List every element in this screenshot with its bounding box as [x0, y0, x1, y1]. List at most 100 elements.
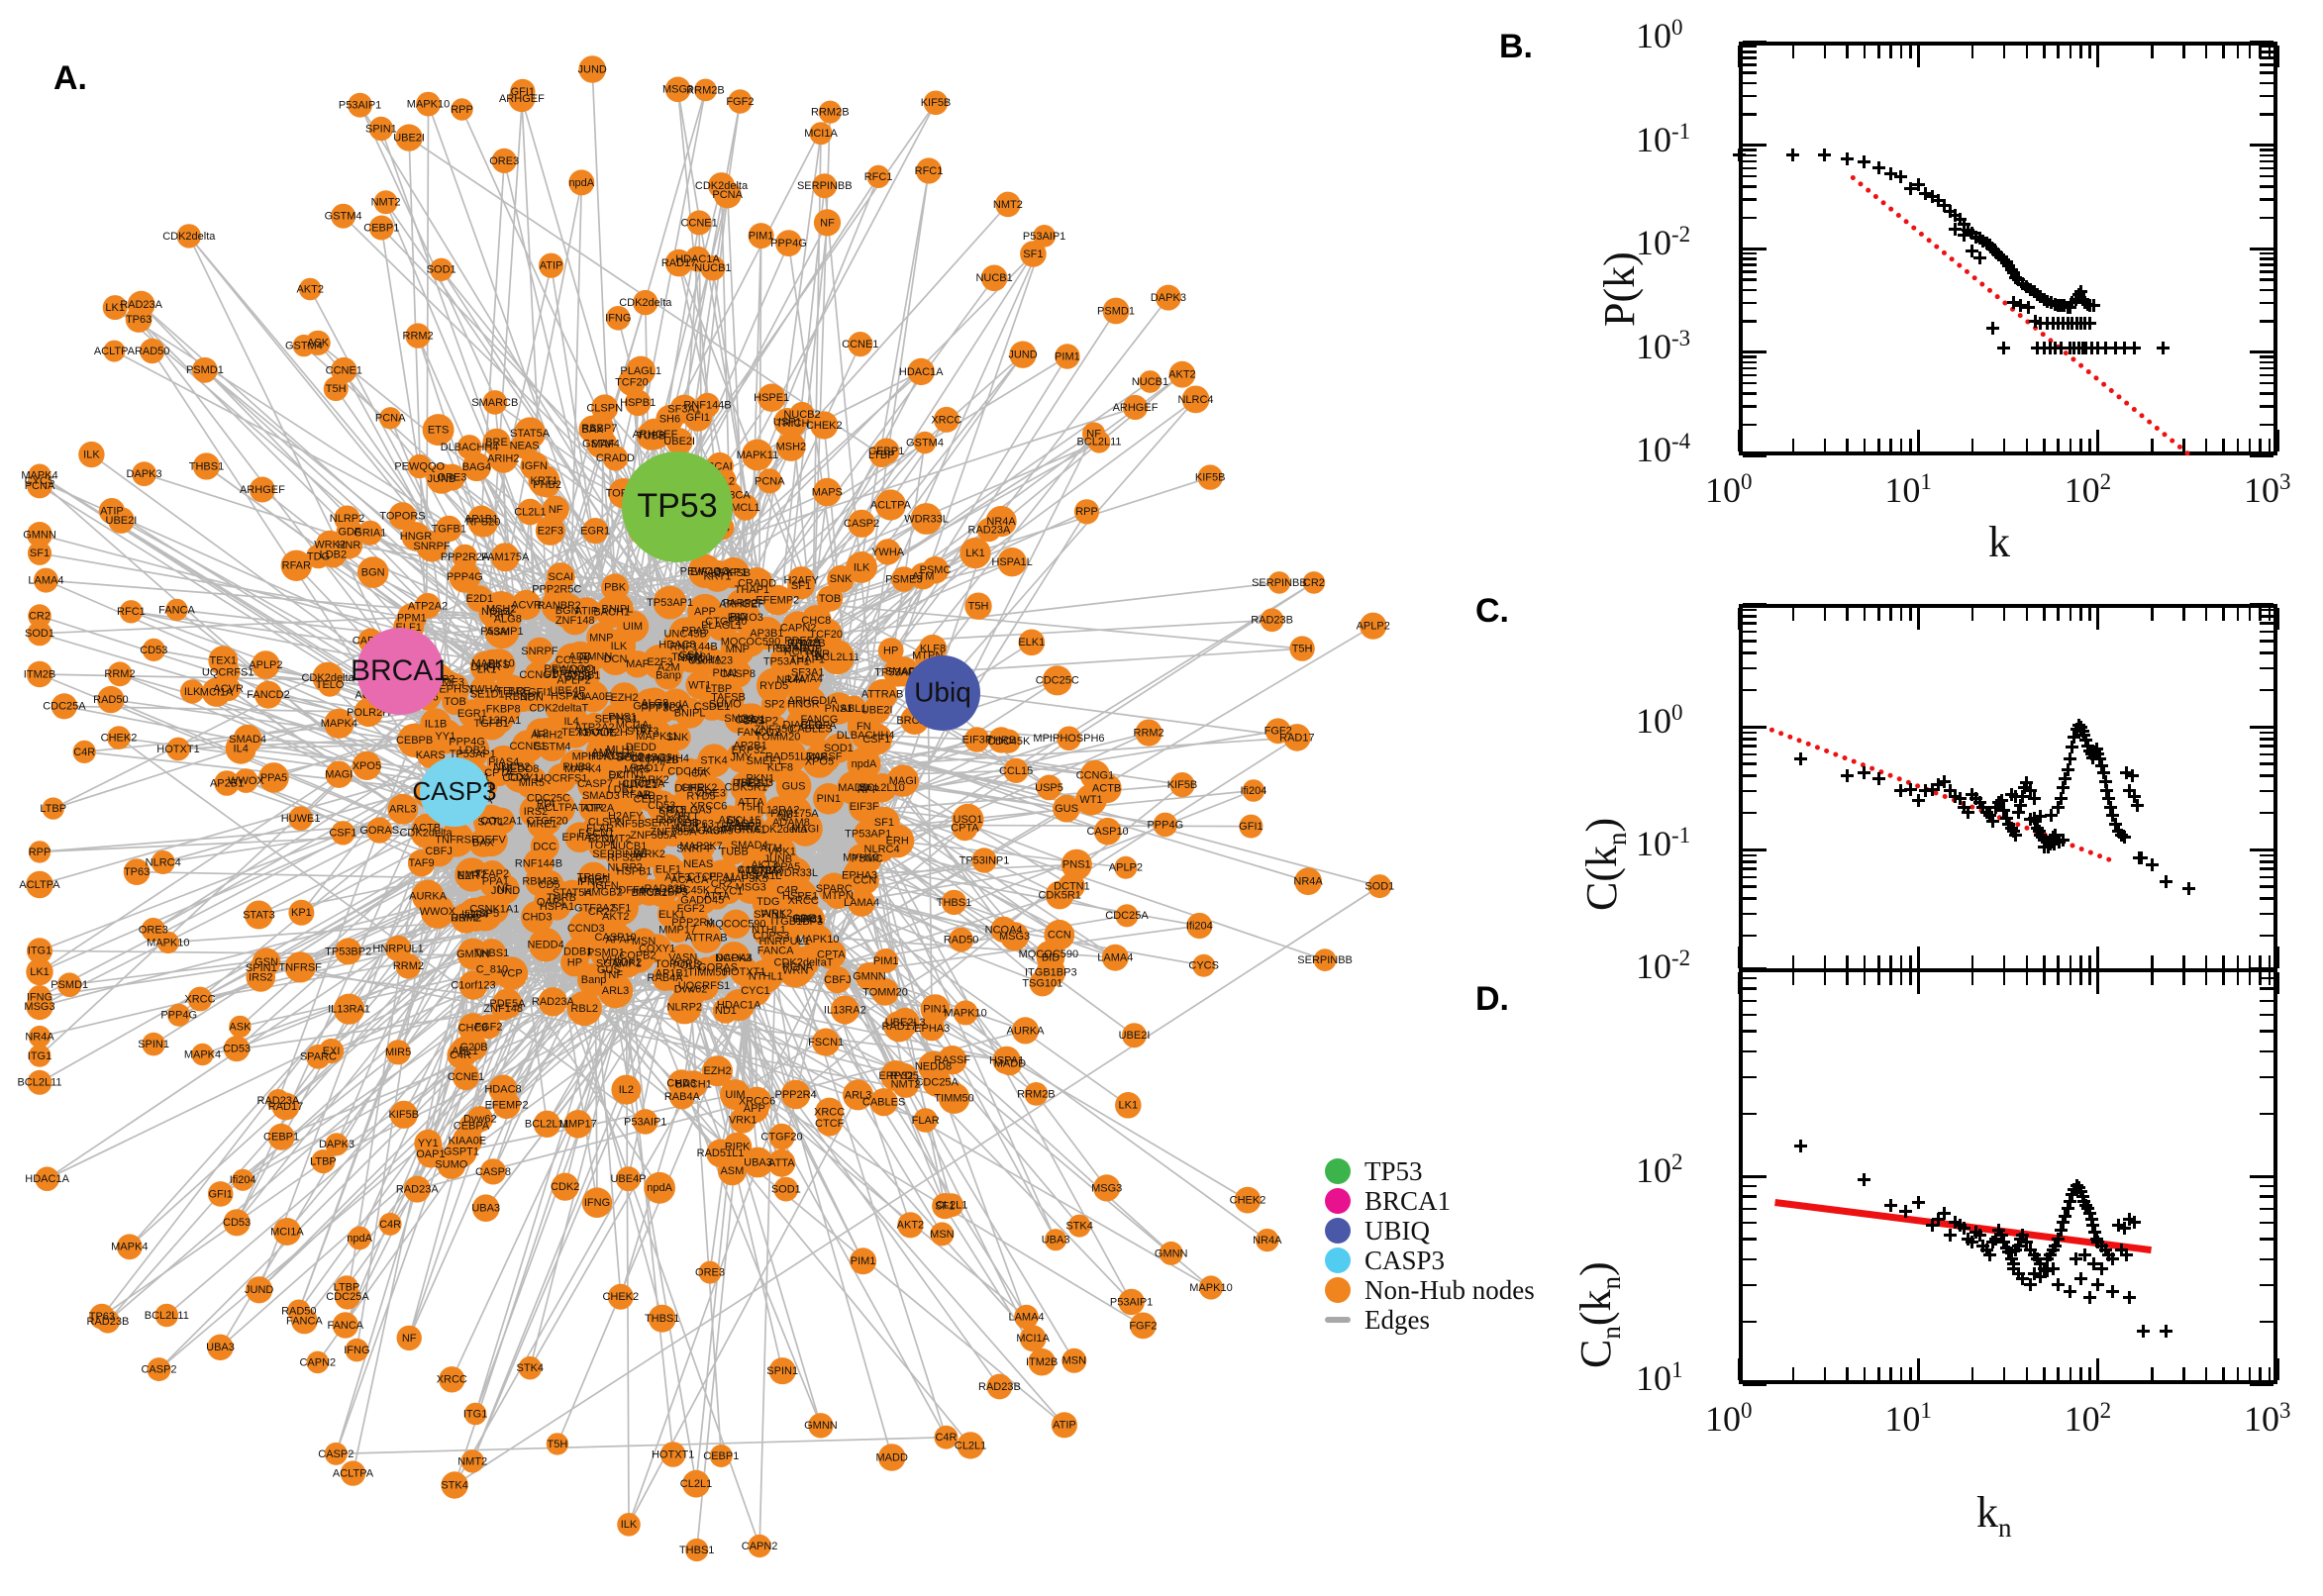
network-node[interactable]	[688, 970, 720, 1001]
network-node[interactable]	[526, 637, 554, 665]
network-node[interactable]	[598, 642, 633, 676]
network-node[interactable]	[799, 687, 826, 715]
network-node[interactable]	[807, 740, 842, 774]
network-node[interactable]	[451, 902, 482, 934]
network-node[interactable]	[487, 807, 515, 835]
network-node[interactable]	[700, 815, 732, 847]
network-node[interactable]	[437, 672, 470, 706]
network-node[interactable]	[387, 793, 419, 825]
network-node[interactable]	[740, 975, 771, 1006]
network-node[interactable]	[537, 732, 567, 761]
network-node[interactable]	[456, 938, 489, 970]
network-node[interactable]	[735, 703, 768, 737]
network-node[interactable]	[596, 742, 625, 770]
network-node[interactable]	[528, 928, 563, 962]
network-node[interactable]	[601, 592, 634, 626]
network-node[interactable]	[712, 680, 745, 714]
network-node[interactable]	[824, 881, 852, 910]
network-node[interactable]	[658, 805, 686, 834]
network-node[interactable]	[258, 762, 289, 793]
network-node[interactable]	[1060, 848, 1092, 880]
network-node[interactable]	[484, 759, 512, 787]
network-node[interactable]	[538, 987, 567, 1017]
network-node[interactable]	[758, 934, 792, 967]
network-node[interactable]	[352, 750, 381, 781]
network-node[interactable]	[519, 795, 553, 829]
network-node[interactable]	[566, 990, 602, 1027]
network-node[interactable]	[639, 687, 670, 719]
network-node[interactable]	[420, 708, 452, 740]
network-node[interactable]	[723, 659, 753, 688]
network-node[interactable]	[653, 585, 687, 620]
network-node[interactable]	[687, 553, 723, 589]
network-node[interactable]	[762, 584, 793, 616]
network-node[interactable]	[653, 651, 685, 683]
network-node[interactable]	[848, 888, 876, 917]
network-node[interactable]	[474, 706, 509, 741]
network-node[interactable]	[868, 806, 900, 839]
network-node[interactable]	[530, 832, 559, 861]
network-node[interactable]	[733, 735, 764, 766]
network-node[interactable]	[535, 515, 565, 546]
network-node[interactable]	[843, 858, 876, 892]
network-node[interactable]	[468, 828, 498, 857]
network-node[interactable]	[711, 606, 741, 636]
network-node[interactable]	[607, 702, 638, 732]
network-node[interactable]	[767, 1148, 796, 1177]
network-node[interactable]	[868, 836, 895, 862]
network-node[interactable]	[454, 857, 489, 892]
network-node[interactable]	[768, 1123, 795, 1150]
network-node[interactable]	[545, 694, 573, 723]
network-node[interactable]	[605, 950, 632, 977]
network-node[interactable]	[577, 765, 613, 802]
network-node[interactable]	[668, 944, 697, 971]
network-node[interactable]	[599, 922, 632, 953]
network-node[interactable]	[774, 876, 801, 904]
network-node[interactable]	[679, 615, 712, 648]
network-node[interactable]	[813, 783, 845, 815]
network-node[interactable]	[439, 822, 474, 857]
network-node[interactable]	[740, 852, 776, 889]
network-node[interactable]	[583, 719, 612, 747]
network-node[interactable]	[717, 942, 751, 974]
network-node[interactable]	[690, 922, 723, 953]
network-node[interactable]	[407, 849, 436, 877]
network-node[interactable]	[741, 567, 773, 599]
network-node[interactable]	[735, 786, 767, 819]
network-node[interactable]	[747, 764, 773, 792]
network-node[interactable]	[762, 812, 798, 847]
network-node[interactable]	[763, 900, 790, 927]
network-node[interactable]	[412, 813, 441, 843]
network-node[interactable]	[544, 575, 570, 603]
network-node[interactable]	[837, 770, 871, 805]
network-node[interactable]	[632, 781, 660, 810]
network-node[interactable]	[721, 909, 751, 939]
network-node[interactable]	[505, 762, 537, 793]
network-node[interactable]	[712, 997, 740, 1024]
network-node[interactable]	[705, 859, 740, 895]
network-node[interactable]	[641, 742, 673, 773]
network-node[interactable]	[630, 928, 657, 954]
network-node[interactable]	[684, 779, 718, 813]
network-node[interactable]	[234, 768, 258, 793]
network-node[interactable]	[785, 707, 820, 743]
network-node[interactable]	[582, 811, 618, 846]
network-node[interactable]	[851, 720, 880, 750]
network-node[interactable]	[411, 879, 445, 913]
network-node[interactable]	[675, 876, 702, 904]
network-node[interactable]	[841, 695, 867, 722]
network-node[interactable]	[511, 589, 542, 621]
network-node[interactable]	[389, 1100, 418, 1129]
network-node[interactable]	[558, 716, 592, 748]
network-node[interactable]	[769, 645, 804, 678]
network-node[interactable]	[720, 632, 755, 666]
network-node[interactable]	[581, 894, 616, 929]
network-node[interactable]	[558, 665, 589, 695]
network-node[interactable]	[604, 839, 636, 869]
network-node[interactable]	[877, 638, 904, 663]
network-node[interactable]	[458, 970, 488, 1000]
network-node[interactable]	[484, 618, 512, 646]
network-node[interactable]	[577, 862, 610, 896]
network-node[interactable]	[478, 648, 508, 678]
network-node[interactable]	[534, 869, 564, 900]
